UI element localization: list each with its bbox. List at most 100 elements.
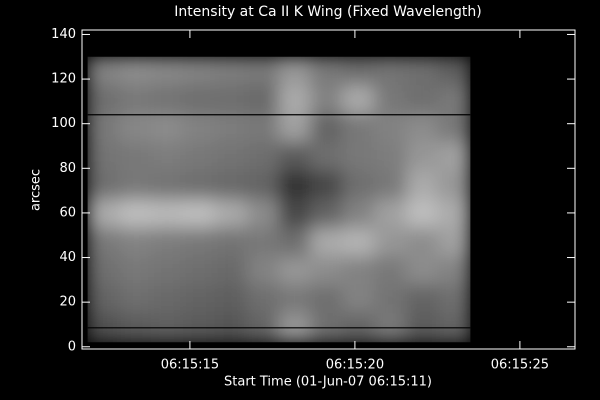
- heat-cell: [406, 84, 439, 115]
- heat-cell: [119, 56, 152, 86]
- heat-cell: [87, 256, 121, 286]
- y-tick-label: 20: [59, 295, 76, 310]
- heat-cell: [406, 113, 439, 143]
- y-tick-label: 60: [59, 205, 76, 220]
- heat-cell: [310, 170, 344, 201]
- y-tick-label: 80: [59, 161, 76, 176]
- heat-cell: [246, 170, 280, 201]
- heat-cell: [87, 113, 121, 143]
- heat-cell: [342, 141, 376, 172]
- heat-cell: [406, 256, 439, 286]
- heat-cell: [374, 56, 408, 86]
- heat-cell: [246, 199, 280, 229]
- heat-cell: [214, 113, 248, 143]
- heat-cell: [182, 170, 216, 201]
- heat-cell: [87, 56, 121, 86]
- heat-cell: [150, 141, 184, 172]
- heat-cell: [437, 284, 471, 315]
- plot-frame: [81, 29, 576, 350]
- heat-cell: [310, 199, 344, 229]
- heat-cell: [150, 227, 184, 258]
- heat-cell: [437, 227, 471, 258]
- image-cells: [87, 56, 471, 343]
- heat-cell: [87, 284, 121, 315]
- heat-cell: [182, 227, 216, 258]
- heat-cell: [374, 170, 408, 201]
- heat-cell: [310, 141, 344, 172]
- heat-cell: [278, 84, 312, 115]
- heat-cell: [406, 284, 439, 315]
- heat-cell: [342, 56, 376, 86]
- heat-cell: [182, 199, 216, 229]
- heat-cell: [150, 113, 184, 143]
- heat-cell: [406, 141, 439, 172]
- heat-cell: [214, 170, 248, 201]
- heat-cell: [278, 256, 312, 286]
- heat-cell: [150, 84, 184, 115]
- heat-cell: [182, 284, 216, 315]
- heat-cell: [342, 227, 376, 258]
- heat-cell: [310, 56, 344, 86]
- heat-cell: [182, 141, 216, 172]
- heat-cell: [374, 227, 408, 258]
- heat-cell: [150, 170, 184, 201]
- y-tick-label: 100: [51, 116, 76, 131]
- heat-cell: [310, 84, 344, 115]
- heat-cell: [437, 84, 471, 115]
- heat-cell: [150, 56, 184, 86]
- heat-cell: [246, 227, 280, 258]
- heat-cell: [406, 56, 439, 86]
- x-tick-label: 06:15:25: [491, 358, 549, 373]
- heat-cell: [437, 199, 471, 229]
- heat-cell: [278, 56, 312, 86]
- heat-cell: [246, 284, 280, 315]
- heat-cell: [246, 141, 280, 172]
- heat-cell: [406, 170, 439, 201]
- heat-cell: [342, 199, 376, 229]
- heat-cell: [182, 113, 216, 143]
- chart-title: Intensity at Ca II K Wing (Fixed Wavelen…: [174, 4, 481, 20]
- heat-cell: [342, 170, 376, 201]
- heat-cell: [374, 141, 408, 172]
- heat-cell: [278, 141, 312, 172]
- x-tick-label: 06:15:20: [326, 358, 384, 373]
- heat-cell: [87, 170, 121, 201]
- y-axis-label: arcsec: [29, 169, 44, 211]
- heat-cell: [310, 227, 344, 258]
- heat-cell: [119, 141, 152, 172]
- heat-cell: [310, 113, 344, 143]
- heat-cell: [278, 227, 312, 258]
- heat-cell: [342, 284, 376, 315]
- heat-cell: [246, 113, 280, 143]
- heat-cell: [278, 199, 312, 229]
- heat-cell: [150, 256, 184, 286]
- heat-cell: [214, 199, 248, 229]
- heat-cell: [374, 256, 408, 286]
- heat-cell: [87, 199, 121, 229]
- heat-cell: [119, 113, 152, 143]
- heat-cell: [278, 170, 312, 201]
- x-tick-label: 06:15:15: [161, 358, 219, 373]
- y-tick-label: 40: [59, 250, 76, 265]
- y-tick-label: 0: [68, 339, 76, 354]
- x-axis-label: Start Time (01-Jun-07 06:15:11): [224, 375, 432, 390]
- heat-cell: [150, 199, 184, 229]
- heat-cell: [214, 227, 248, 258]
- heat-cell: [214, 256, 248, 286]
- heat-cell: [406, 227, 439, 258]
- heat-cell: [437, 141, 471, 172]
- heat-cell: [278, 284, 312, 315]
- heat-cell: [342, 113, 376, 143]
- heat-cell: [119, 256, 152, 286]
- heat-cell: [246, 84, 280, 115]
- heat-cell: [87, 141, 121, 172]
- heat-cell: [437, 256, 471, 286]
- heat-cell: [182, 256, 216, 286]
- y-tick-label: 140: [51, 27, 76, 42]
- heat-cell: [119, 84, 152, 115]
- heat-cell: [278, 113, 312, 143]
- heat-cell: [246, 56, 280, 86]
- heat-cell: [374, 84, 408, 115]
- heat-cell: [119, 284, 152, 315]
